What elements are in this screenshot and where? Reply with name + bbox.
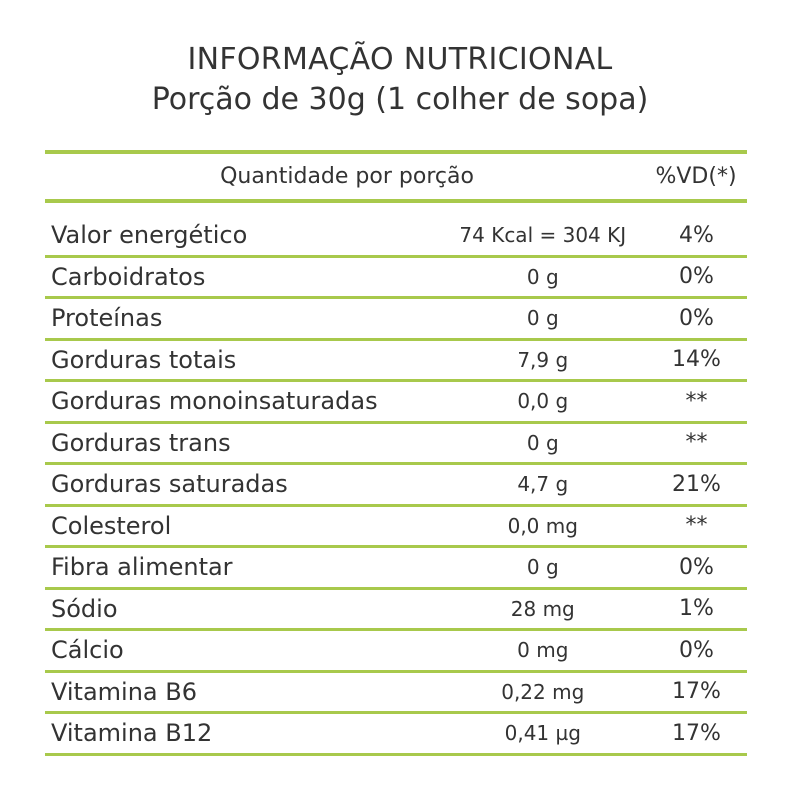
table-header-rule <box>45 199 747 203</box>
nutrient-name: Carboidratos <box>51 262 206 291</box>
row-divider <box>45 628 747 631</box>
nutrient-vd: 0% <box>678 305 714 331</box>
nutrition-header: INFORMAÇÃO NUTRICIONAL Porção de 30g (1 … <box>0 40 800 120</box>
row-divider <box>45 379 747 382</box>
nutrient-vd: ** <box>685 513 708 539</box>
nutrient-quantity: 0,0 mg <box>507 513 578 538</box>
nutrient-vd: ** <box>685 388 708 414</box>
nutrient-quantity: 28 mg <box>510 596 575 621</box>
nutrient-quantity: 0,41 µg <box>504 721 581 746</box>
nutrient-row: Carboidratos 0 g 0% <box>45 258 747 297</box>
table-top-rule <box>45 150 747 154</box>
page-title: INFORMAÇÃO NUTRICIONAL <box>187 42 613 77</box>
nutrient-name: Gorduras saturadas <box>51 470 288 499</box>
nutrient-row: Gorduras trans 0 g ** <box>45 424 747 463</box>
nutrient-rows: Valor energético 74 Kcal = 304 KJ 4% Car… <box>45 216 747 756</box>
nutrient-vd: 0% <box>678 264 714 290</box>
nutrient-row: Fibra alimentar 0 g 0% <box>45 548 747 587</box>
nutrient-name: Vitamina B6 <box>51 677 198 706</box>
nutrient-row: Gorduras monoinsaturadas 0,0 g ** <box>45 382 747 421</box>
nutrient-name: Valor energético <box>51 221 248 250</box>
nutrient-row: Vitamina B12 0,41 µg 17% <box>45 714 747 753</box>
nutrient-vd: 14% <box>671 347 721 373</box>
serving-size: Porção de 30g (1 colher de sopa) <box>151 82 649 117</box>
nutrient-vd: 17% <box>671 679 721 705</box>
row-divider <box>45 586 747 590</box>
nutrient-name: Cálcio <box>51 636 124 665</box>
row-divider <box>45 711 747 714</box>
nutrient-name: Sódio <box>51 594 118 623</box>
quantity-header: Quantidade por porção <box>220 164 474 189</box>
nutrition-table: Quantidade por porção %VD(*) Valor energ… <box>45 150 747 756</box>
vd-header: %VD(*) <box>655 164 737 189</box>
row-divider <box>45 669 747 673</box>
nutrient-row: Proteínas 0 g 0% <box>45 299 747 338</box>
nutrient-quantity: 0,22 mg <box>501 679 585 704</box>
row-divider <box>45 254 747 258</box>
table-gap <box>45 203 747 216</box>
nutrient-quantity: 0 mg <box>517 638 569 663</box>
nutrient-name: Vitamina B12 <box>51 719 213 748</box>
nutrient-vd: 1% <box>678 596 714 622</box>
nutrient-name: Gorduras monoinsaturadas <box>51 387 378 416</box>
row-divider <box>45 337 747 341</box>
nutrient-quantity: 0 g <box>526 430 559 455</box>
nutrient-vd: 21% <box>671 471 721 497</box>
nutrient-vd: 0% <box>678 554 714 580</box>
row-divider <box>45 462 747 465</box>
nutrient-row: Sódio 28 mg 1% <box>45 590 747 629</box>
nutrient-quantity: 74 Kcal = 304 KJ <box>459 223 627 248</box>
nutrient-quantity: 0,0 g <box>517 389 569 414</box>
row-divider <box>45 545 747 548</box>
nutrient-vd: 17% <box>671 720 721 746</box>
row-divider <box>45 420 747 424</box>
nutrient-vd: ** <box>685 430 708 456</box>
nutrient-name: Proteínas <box>51 304 163 333</box>
nutrient-row: Vitamina B6 0,22 mg 17% <box>45 673 747 712</box>
nutrient-row: Cálcio 0 mg 0% <box>45 631 747 670</box>
table-header-row: Quantidade por porção %VD(*) <box>45 154 747 199</box>
nutrient-name: Gorduras totais <box>51 345 237 374</box>
nutrient-name: Gorduras trans <box>51 428 231 457</box>
nutrient-quantity: 4,7 g <box>517 472 569 497</box>
nutrient-name: Colesterol <box>51 511 172 540</box>
nutrient-name: Fibra alimentar <box>51 553 233 582</box>
nutrient-quantity: 0 g <box>526 555 559 580</box>
nutrient-row: Valor energético 74 Kcal = 304 KJ 4% <box>45 216 747 255</box>
nutrient-row: Gorduras totais 7,9 g 14% <box>45 341 747 380</box>
nutrient-vd: 0% <box>678 637 714 663</box>
nutrient-quantity: 7,9 g <box>517 347 569 372</box>
nutrient-quantity: 0 g <box>526 306 559 331</box>
row-divider <box>45 752 747 756</box>
nutrient-row: Gorduras saturadas 4,7 g 21% <box>45 465 747 504</box>
nutrient-vd: 4% <box>678 222 714 248</box>
nutrient-row: Colesterol 0,0 mg ** <box>45 507 747 546</box>
row-divider <box>45 503 747 507</box>
nutrient-quantity: 0 g <box>526 264 559 289</box>
row-divider <box>45 296 747 299</box>
